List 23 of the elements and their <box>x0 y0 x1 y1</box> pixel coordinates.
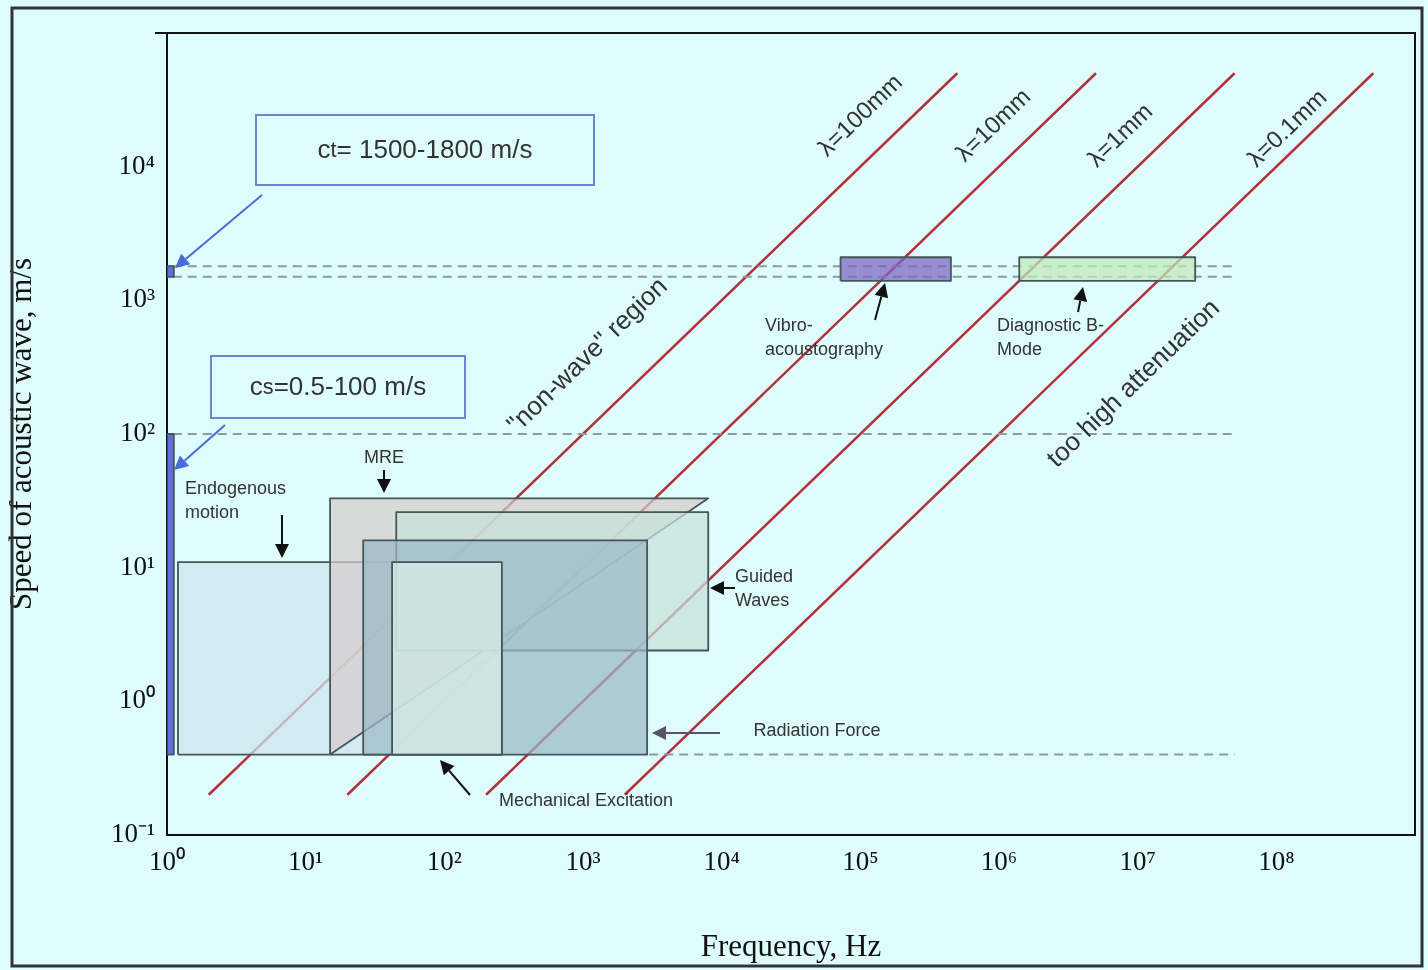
y-tick-label: 10⁻¹ <box>110 818 155 849</box>
x-tick-label: 10⁸ <box>1258 846 1295 877</box>
y-axis-title: Speed of acoustic wave, m/s <box>2 257 38 611</box>
annotation: Radiation Force <box>753 718 881 742</box>
x-tick-label: 10⁰ <box>149 846 185 877</box>
y-tick-label: 10⁴ <box>118 149 155 180</box>
annotation: Endogenous motion <box>185 476 288 524</box>
y-tick-label: 10⁰ <box>119 684 155 715</box>
x-tick-label: 10¹ <box>288 846 324 877</box>
y-tick-label: 10¹ <box>119 550 155 581</box>
x-tick-label: 10³ <box>565 846 601 877</box>
annotation: Mechanical Excitation <box>498 788 674 812</box>
y-tick-label: 10² <box>119 417 155 448</box>
annotation: MRE <box>364 445 404 469</box>
x-tick-label: 10² <box>426 846 462 877</box>
annotation: Guided Waves <box>735 564 795 612</box>
x-axis-title: Frequency, Hz <box>700 927 882 963</box>
y-tick-label: 10³ <box>119 283 155 314</box>
x-tick-label: 10⁵ <box>842 846 879 877</box>
x-tick-label: 10⁴ <box>703 846 740 877</box>
x-tick-label: 10⁶ <box>980 846 1018 877</box>
annotation: Diagnostic B-Mode <box>997 313 1106 361</box>
x-tick-label: 10⁷ <box>1119 846 1156 877</box>
